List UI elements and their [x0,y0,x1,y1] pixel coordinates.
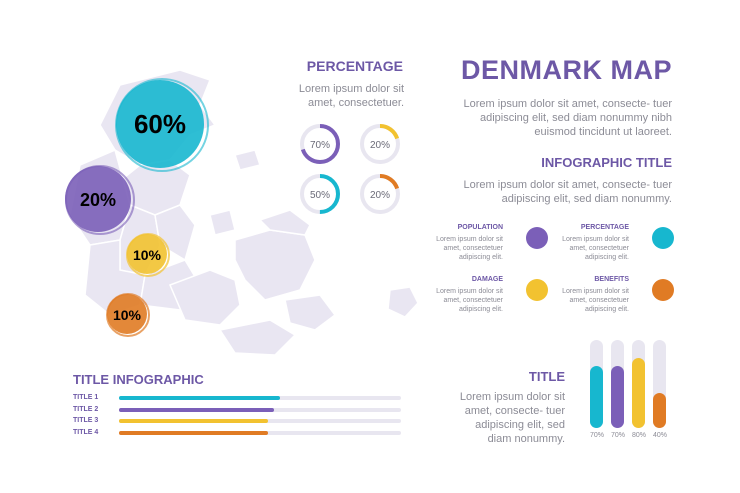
percentage-rings: 70% 20% 50% 20% [300,124,400,214]
infographic-title: INFOGRAPHIC TITLE [541,155,672,170]
hbar-fill [119,419,269,423]
horizontal-bars: TITLE 1 TITLE 2 TITLE 3 TITLE 4 [73,394,403,440]
hbar-label: TITLE 4 [73,428,99,436]
legend-damage-title: DAMAGE [471,276,503,283]
vbar-label: 80% [631,432,646,439]
legend-population-dot [526,227,548,249]
percentage-ring-arc [360,124,400,164]
vbar-label: 40% [652,432,667,439]
hbar-fill [119,430,269,435]
legend-damage-dot [526,279,548,301]
vbar-fill [611,366,624,428]
hbar-label: TITLE 3 [73,417,99,424]
vbar-fill [632,357,645,428]
bubble-60-label: 60% [134,109,186,139]
percentage-ring-1: 70% [300,124,340,164]
hbar-label: TITLE 2 [73,405,99,413]
vbar-fill [590,366,603,428]
bubble-10b: 10% [106,293,150,337]
percentage-ring-2: 20% [360,124,400,164]
percentage-ring-label: 70% [310,140,330,151]
legend-damage-text: Lorem ipsum dolor sit amet, consectetuer… [436,288,503,313]
legend-percentage-text: Lorem ipsum dolor sit amet, consectetuer… [562,236,629,261]
percentage-ring-label: 20% [370,140,390,151]
title-infographic-heading: TITLE INFOGRAPHIC [73,372,204,387]
legend-population-text: Lorem ipsum dolor sit amet, consectetuer… [436,236,503,261]
percentage-description: Lorem ipsum dolor sit amet, consectetuer… [298,83,404,109]
legend-benefits-text: Lorem ipsum dolor sit amet, consectetuer… [562,288,629,313]
title-panel-description: Lorem ipsum dolor sit amet, consecte- tu… [459,391,565,445]
bubble-10a-label: 10% [133,247,162,263]
title-panel-heading: TITLE [528,369,565,384]
percentage-ring-4: 20% [360,174,400,214]
percentage-ring-label: 50% [310,190,330,201]
legend-benefits-title: BENEFITS [594,276,629,283]
percentage-ring-label: 20% [370,190,390,201]
percentage-ring-arc [360,174,400,214]
legend-population-title: POPULATION [457,224,503,231]
bubble-10a: 10% [126,233,170,277]
bubble-60: 60% [115,78,209,172]
infographic-description: Lorem ipsum dolor sit amet, consecte- tu… [463,179,672,205]
percentage-ring-arc [300,124,340,164]
percentage-ring-arc [300,174,340,214]
vbar-label: 70% [610,432,625,439]
bubble-20: 20% [65,165,135,235]
percentage-ring-3: 50% [300,174,340,214]
vbar-label: 70% [589,432,604,439]
hbar-label: TITLE 1 [73,394,99,401]
hbar-fill [119,407,275,412]
legend-benefits-dot [652,279,674,301]
header-description: Lorem ipsum dolor sit amet, consecte- tu… [463,98,672,138]
vertical-bars: 70% 70% 80% 40% [585,340,675,445]
legend-percentage-dot [652,227,674,249]
vbar-fill [653,392,666,428]
page-title: DENMARK MAP [461,55,672,85]
legend-percentage-title: PERCENTAGE [580,224,629,231]
map-bubbles: 60% 20% 10% 10% [65,78,209,337]
hbar-fill [119,396,280,400]
bubble-20-label: 20% [80,190,116,210]
bubble-10b-label: 10% [113,307,142,323]
percentage-title: PERCENTAGE [306,58,403,74]
